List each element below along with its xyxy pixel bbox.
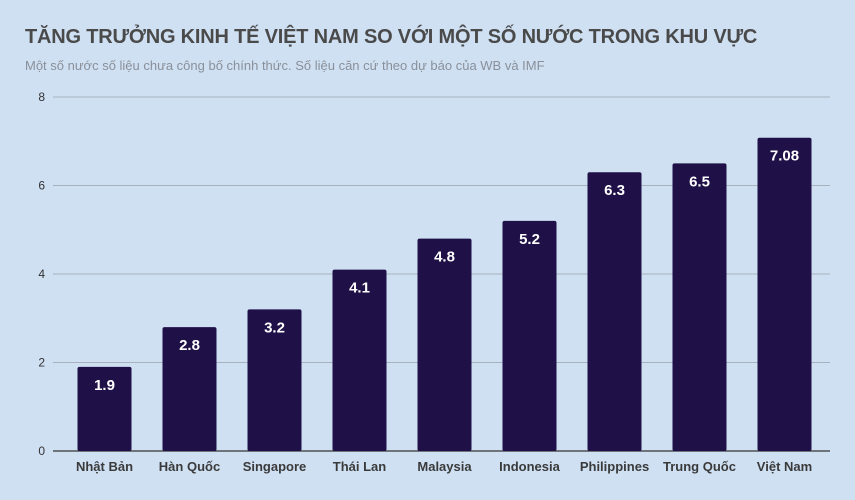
x-tick-label: Thái Lan (333, 459, 387, 474)
x-tick-label: Nhật Bản (76, 459, 133, 474)
bar (332, 269, 387, 451)
y-tick-label: 0 (38, 444, 45, 458)
data-label: 7.08 (770, 148, 799, 165)
data-label: 4.1 (349, 280, 370, 297)
y-tick-label: 2 (38, 356, 45, 370)
bar (77, 366, 132, 451)
bar (757, 137, 812, 451)
chart-subtitle: Một số nước số liệu chưa công bố chính t… (25, 58, 545, 73)
bar (672, 163, 727, 451)
x-tick-label: Hàn Quốc (159, 459, 220, 474)
data-label: 2.8 (179, 337, 200, 354)
bar (247, 309, 302, 451)
y-tick-label: 8 (38, 90, 45, 104)
bar (502, 220, 557, 451)
bar (162, 327, 217, 451)
x-tick-label: Trung Quốc (663, 459, 736, 474)
x-tick-label: Malaysia (417, 459, 472, 474)
data-label: 6.3 (604, 182, 625, 199)
x-tick-label: Philippines (580, 459, 649, 474)
x-tick-label: Indonesia (499, 459, 560, 474)
data-label: 3.2 (264, 319, 285, 336)
bar (587, 172, 642, 451)
chart-title: TĂNG TRƯỞNG KINH TẾ VIỆT NAM SO VỚI MỘT … (25, 26, 758, 48)
x-tick-label: Singapore (243, 459, 307, 474)
data-label: 1.9 (94, 377, 115, 394)
data-label: 4.8 (434, 249, 455, 266)
x-tick-label: Việt Nam (757, 459, 812, 474)
bar (417, 238, 472, 451)
y-tick-label: 6 (38, 179, 45, 193)
data-label: 6.5 (689, 173, 710, 190)
data-label: 5.2 (519, 231, 540, 248)
y-tick-label: 4 (38, 267, 45, 281)
